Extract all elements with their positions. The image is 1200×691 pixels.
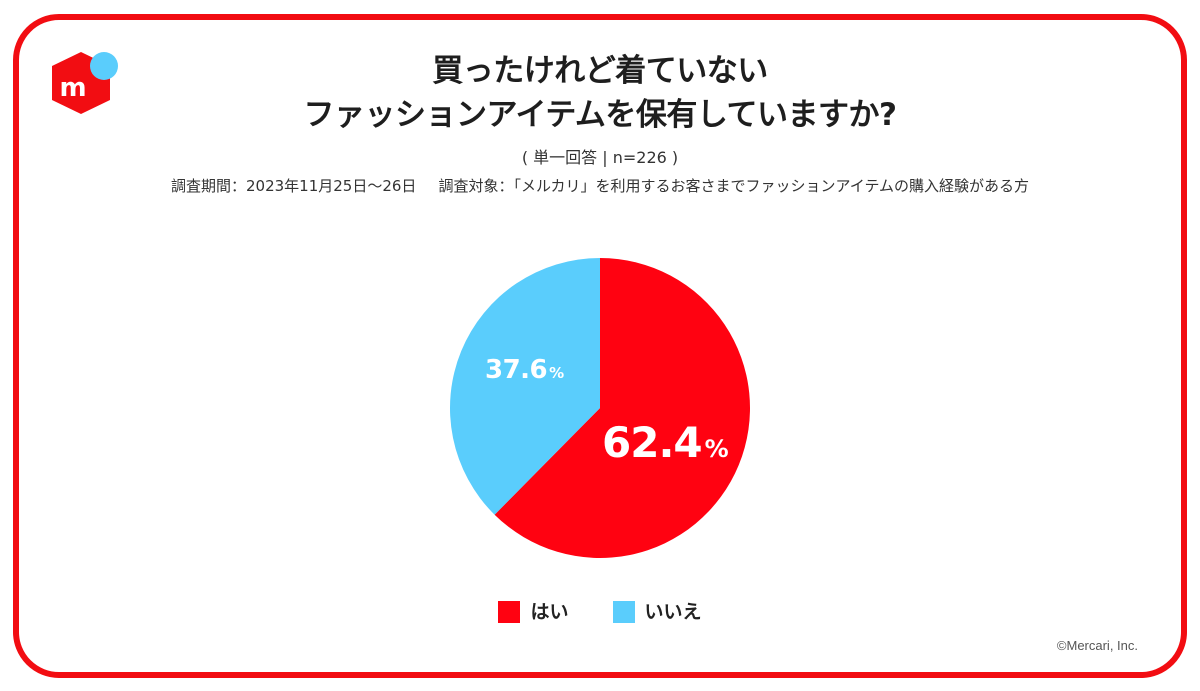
legend-item-yes: はい bbox=[498, 598, 569, 626]
legend-label-no: いいえ bbox=[644, 601, 702, 623]
pie-label-no: 37.6% bbox=[485, 354, 564, 389]
survey-period: 調査期間：2023年11月25日〜26日 bbox=[171, 177, 417, 195]
pie-slice-no bbox=[450, 258, 600, 515]
chart-subtitle: ( 単一回答 | n=226 ) bbox=[521, 148, 679, 167]
pie-chart bbox=[450, 258, 750, 558]
legend-swatch-no bbox=[612, 601, 635, 623]
legend-label-yes: はい bbox=[530, 601, 569, 623]
pie-label-yes-unit: % bbox=[704, 435, 729, 463]
logo-letter: m bbox=[59, 73, 86, 103]
survey-target: 調査対象：「メルカリ」を利用するお客さまでファッションアイテムの購入経験がある方 bbox=[438, 177, 1029, 195]
survey-info: 調査期間：2023年11月25日〜26日 調査対象：「メルカリ」を利用するお客さま… bbox=[0, 175, 1200, 197]
legend-item-no: いいえ bbox=[612, 598, 702, 626]
pie-label-yes-value: 62.4 bbox=[602, 418, 703, 467]
pie-label-no-value: 37.6 bbox=[485, 355, 548, 385]
pie-label-no-unit: % bbox=[549, 364, 564, 382]
chart-legend: はい いいえ bbox=[0, 598, 1200, 626]
pie-slice-yes bbox=[494, 258, 750, 558]
copyright: ©Mercari, Inc. bbox=[1056, 638, 1138, 653]
chart-title-line2: ファッションアイテムを保有していますか? bbox=[303, 97, 897, 133]
chart-title-line1: 買ったけれど着ていない bbox=[432, 53, 768, 89]
mercari-logo-icon: m bbox=[52, 52, 118, 114]
legend-swatch-yes bbox=[498, 601, 521, 623]
pie-label-yes: 62.4% bbox=[602, 418, 729, 474]
